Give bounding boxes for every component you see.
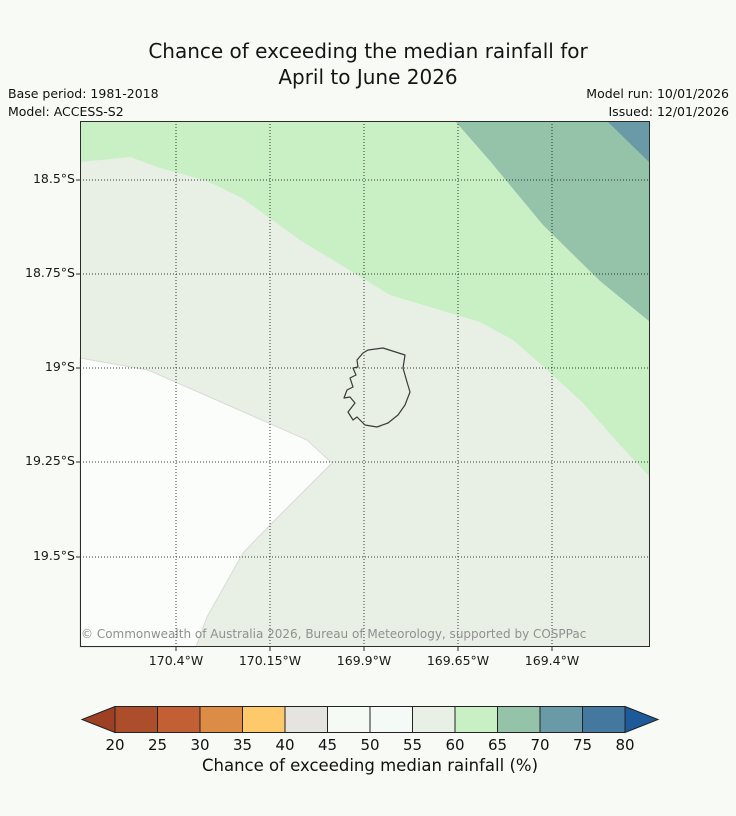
colorbar-tick-60: 60 — [445, 736, 465, 754]
page-title: Chance of exceeding the median rainfall … — [18, 38, 718, 90]
band-60-65-region — [80, 121, 650, 477]
colorbar-tick-70: 70 — [530, 736, 550, 754]
lat-tick-label-18-75s: 18.75°S — [25, 265, 75, 280]
lon-tick-label-169-9w: 169.9°W — [336, 653, 392, 668]
colorbar-segment-75-80 — [582, 706, 626, 733]
lat-tick-label-19-25s: 19.25°S — [25, 453, 75, 468]
lat-tick-label-18-5s: 18.5°S — [32, 171, 75, 186]
colorbar-tick-35: 35 — [232, 736, 253, 754]
colorbar-segment-25-30 — [157, 706, 201, 733]
rainfall-probability-map — [76, 121, 650, 651]
band-65-70-region — [455, 121, 650, 322]
colorbar-tick-40: 40 — [275, 736, 295, 754]
colorbar-tick-20: 20 — [105, 736, 125, 754]
colorbar-overflow-arrow — [624, 705, 660, 734]
colorbar-segment-70-75 — [539, 706, 583, 733]
map-border — [80, 121, 650, 647]
base-period-label: Base period: 1981-2018 — [8, 86, 159, 101]
axis-tick-marks — [76, 179, 553, 651]
graticule-gridlines — [80, 121, 650, 647]
lat-tick-label-19-5s: 19.5°S — [32, 548, 75, 563]
colorbar-tick-75: 75 — [572, 736, 593, 754]
colorbar-segment-20-25 — [114, 706, 158, 733]
band-70-75-region — [607, 121, 650, 163]
colorbar-tick-50: 50 — [360, 736, 380, 754]
page-title-line2: April to June 2026 — [278, 65, 458, 89]
lat-tick-label-19s: 19°S — [44, 359, 75, 374]
colorbar-segment-40-45 — [284, 706, 328, 733]
colorbar-segment-30-35 — [199, 706, 243, 733]
attribution-text: © Commonwealth of Australia 2026, Bureau… — [81, 627, 587, 641]
colorbar-tick-80: 80 — [615, 736, 635, 754]
colorbar-tick-25: 25 — [147, 736, 168, 754]
lon-tick-label-169-65w: 169.65°W — [426, 653, 490, 668]
issued-label: Issued: 12/01/2026 — [608, 104, 730, 119]
lon-tick-label-170-15w: 170.15°W — [238, 653, 302, 668]
colorbar-segment-65-70 — [497, 706, 541, 733]
model-run-label: Model run: 10/01/2026 — [586, 86, 729, 101]
colorbar-segment-35-40 — [242, 706, 286, 733]
colorbar-underflow-arrow — [80, 705, 116, 734]
colorbar-tick-45: 45 — [317, 736, 338, 754]
colorbar-segment-55-60 — [412, 706, 456, 733]
page-title-line1: Chance of exceeding the median rainfall … — [148, 39, 588, 63]
colorbar-tick-30: 30 — [190, 736, 210, 754]
colorbar-segment-60-65 — [454, 706, 498, 733]
map-plot-area — [76, 121, 650, 651]
colorbar-segment-50-55 — [369, 706, 413, 733]
colorbar-tick-65: 65 — [487, 736, 508, 754]
colorbar-segment-45-50 — [327, 706, 371, 733]
colorbar-caption: Chance of exceeding median rainfall (%) — [201, 756, 539, 775]
lon-tick-label-169-4w: 169.4°W — [524, 653, 580, 668]
colorbar-tick-55: 55 — [402, 736, 423, 754]
colorbar-legend — [80, 705, 660, 734]
model-label: Model: ACCESS-S2 — [8, 104, 124, 119]
lon-tick-label-170-4w: 170.4°W — [148, 653, 204, 668]
niue-coastline-outline — [343, 347, 411, 428]
